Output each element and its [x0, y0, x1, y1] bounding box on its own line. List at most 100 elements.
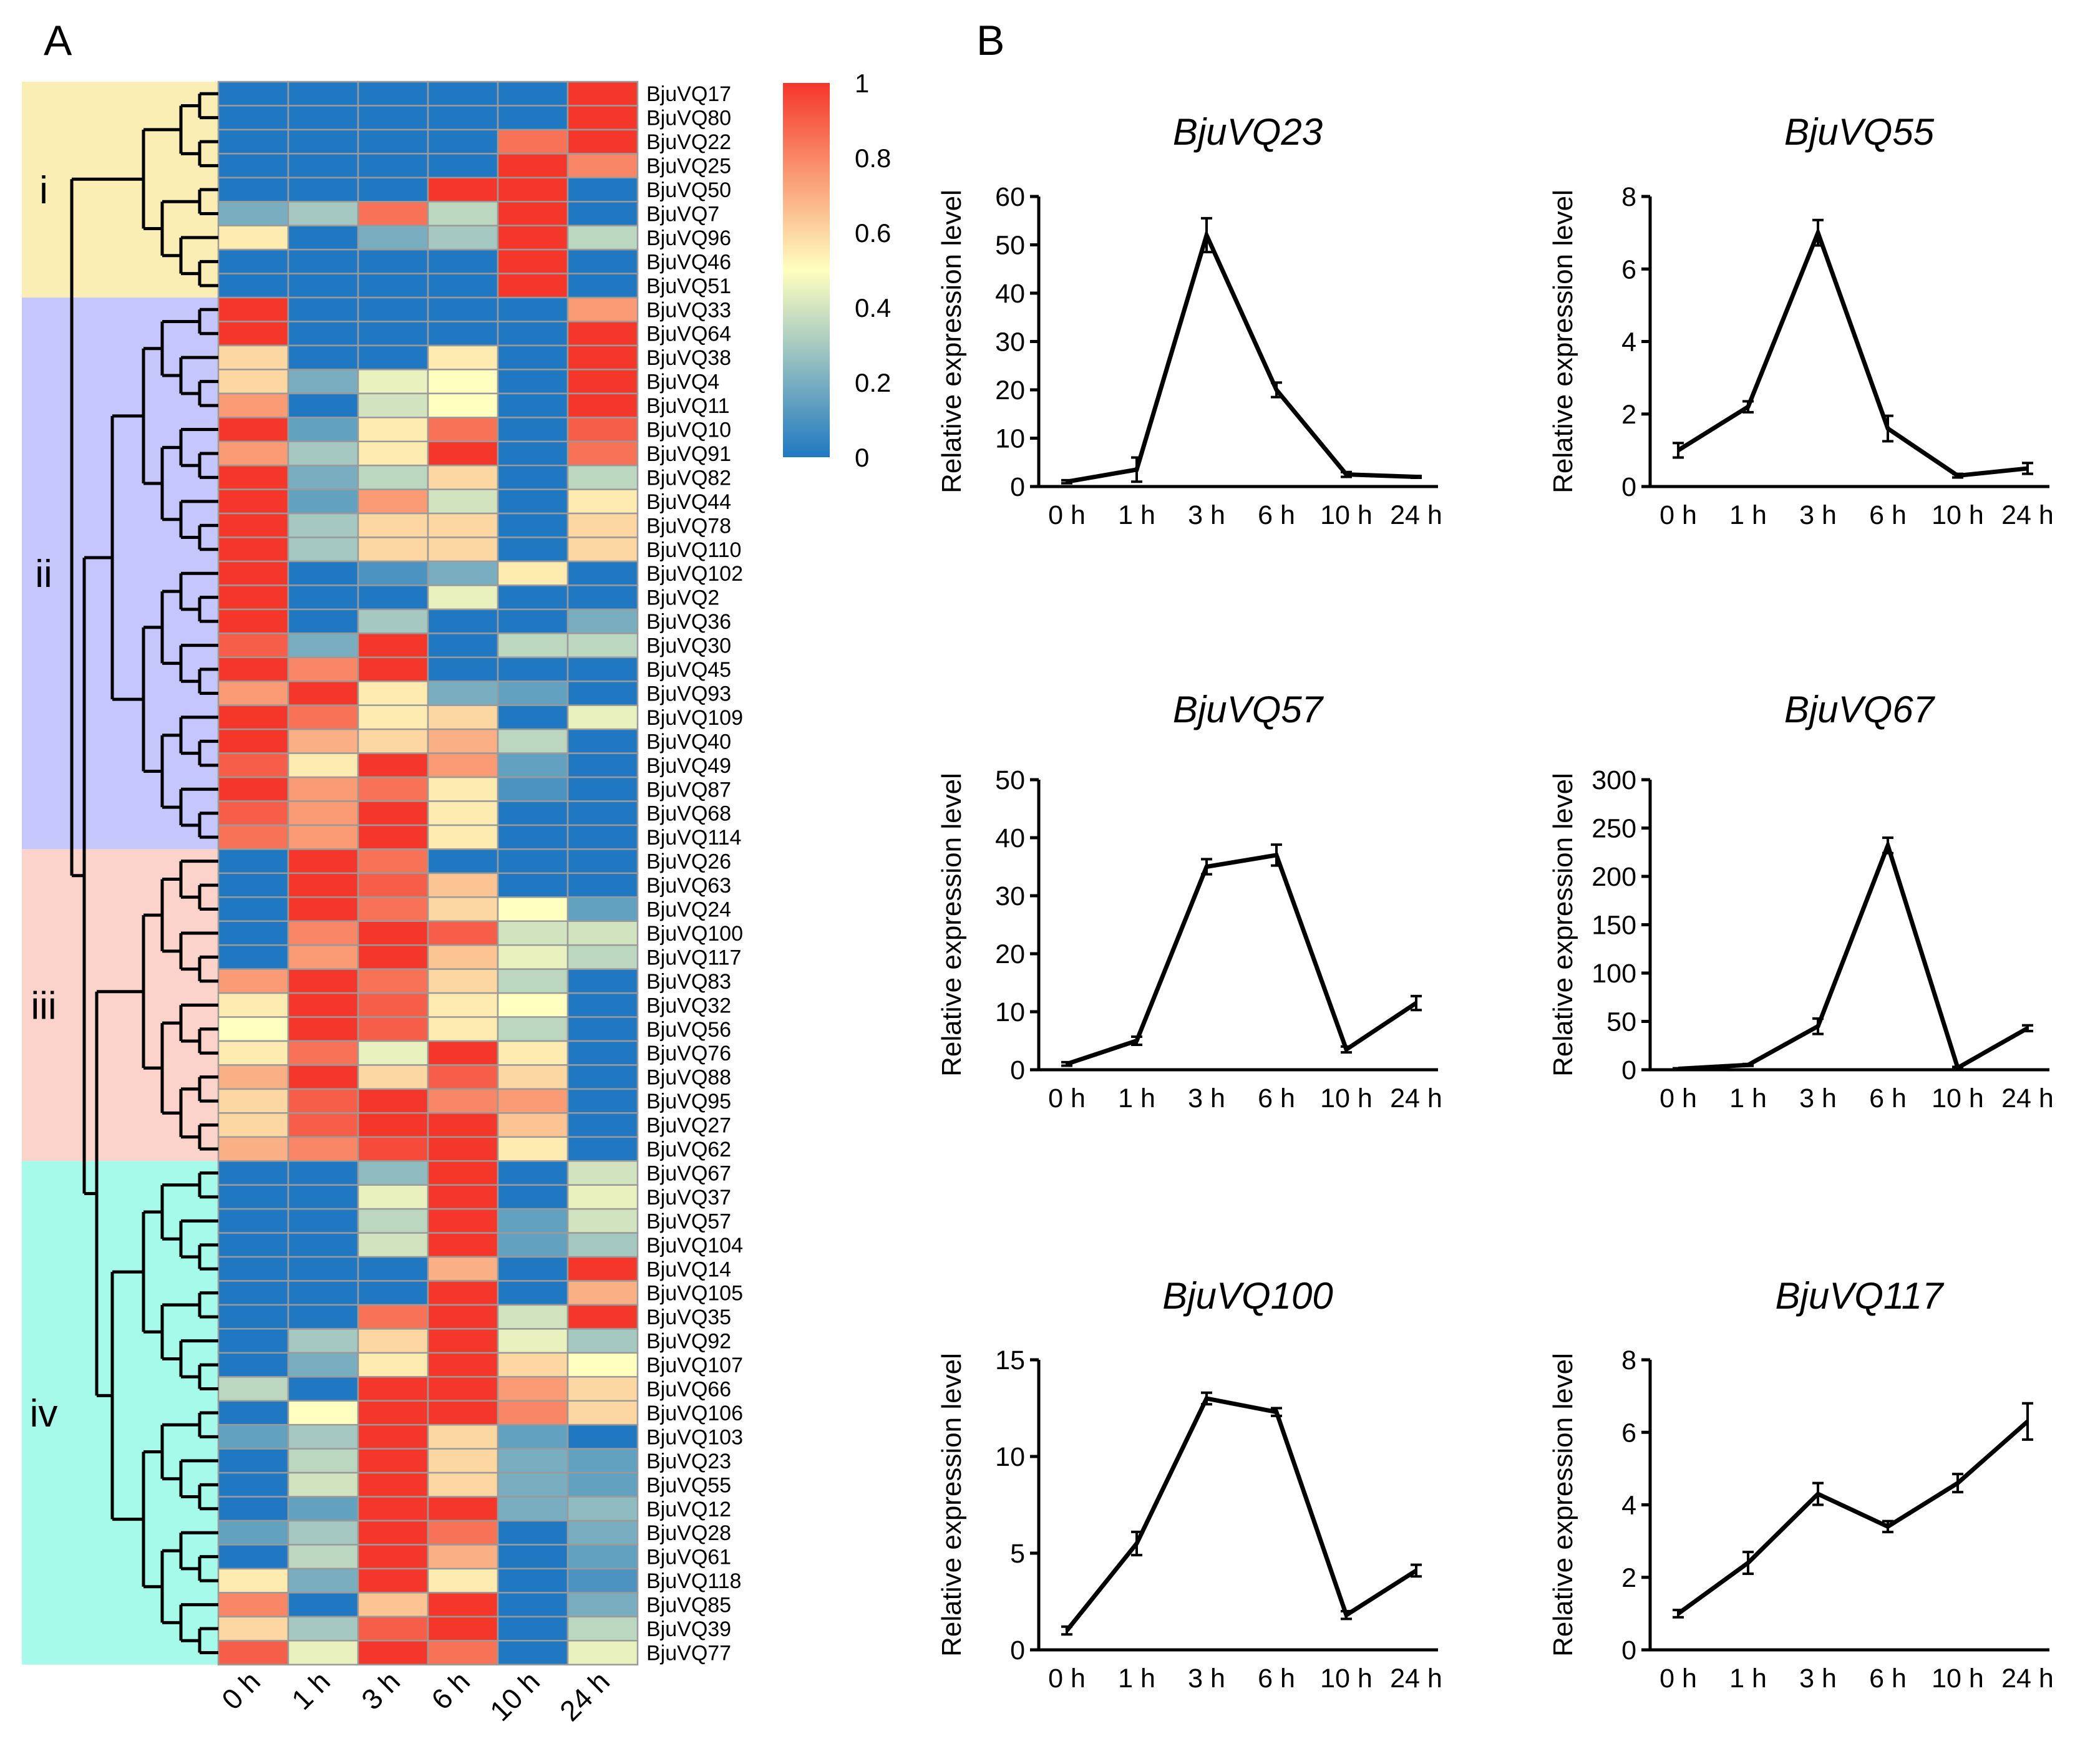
y-tick-label: 30 [995, 881, 1025, 911]
heatmap-cell [566, 968, 639, 994]
heatmap-cell [357, 944, 429, 970]
heatmap-cell [427, 800, 499, 826]
heatmap-row-label: BjuVQ40 [646, 730, 731, 754]
heatmap-cell [566, 1256, 639, 1282]
heatmap-cell [217, 800, 289, 826]
heatmap-cell [357, 1616, 429, 1642]
heatmap-cell [217, 1112, 289, 1138]
heatmap-cell [497, 536, 569, 563]
heatmap-cell [427, 1592, 499, 1618]
x-tick-label: 10 h [1320, 500, 1373, 530]
heatmap-cell [287, 536, 359, 563]
heatmap-cell [427, 1448, 499, 1474]
heatmap-cell [497, 1184, 569, 1210]
x-tick-label: 6 h [1258, 1664, 1295, 1694]
heatmap-row-label: BjuVQ33 [646, 298, 731, 322]
heatmap-row-label: BjuVQ2 [646, 586, 719, 610]
heatmap-cell [287, 1592, 359, 1618]
heatmap-cell [287, 1160, 359, 1186]
heatmap-cell [497, 1160, 569, 1186]
heatmap-cell [566, 392, 639, 419]
y-tick-label: 100 [1591, 959, 1636, 989]
heatmap-cell [357, 872, 429, 898]
heatmap-cell [427, 225, 499, 251]
heatmap-cell [217, 968, 289, 994]
x-tick-label: 24 h [1390, 500, 1442, 530]
heatmap-row-label: BjuVQ100 [646, 922, 743, 946]
heatmap-cell [566, 1112, 639, 1138]
heatmap-cell [497, 80, 569, 107]
y-axis-label: Relative expression level [1548, 773, 1578, 1077]
y-tick-label: 0 [1010, 1636, 1025, 1665]
heatmap-cell [357, 417, 429, 442]
heatmap-row-label: BjuVQ38 [646, 346, 731, 370]
heatmap-cell [497, 344, 569, 371]
heatmap-row-label: BjuVQ64 [646, 322, 731, 346]
heatmap-row-label: BjuVQ105 [646, 1282, 743, 1306]
x-tick-label: 3 h [1799, 1083, 1837, 1113]
heatmap-cell [287, 1328, 359, 1354]
y-tick-label: 20 [995, 939, 1025, 969]
chart-title: BjuVQ57 [1173, 689, 1324, 730]
heatmap-cell [357, 1160, 429, 1186]
x-tick-label: 10 h [1932, 500, 1984, 530]
heatmap-cell [357, 369, 429, 395]
heatmap-cell [287, 584, 359, 611]
y-tick-label: 10 [995, 424, 1025, 454]
heatmap-cell [497, 872, 569, 898]
heatmap-cell [427, 1544, 499, 1570]
heatmap-cell [217, 608, 289, 634]
heatmap-cell [427, 776, 499, 802]
heatmap-cell [566, 608, 639, 634]
y-tick-label: 40 [995, 823, 1025, 853]
heatmap-row-label: BjuVQ114 [646, 826, 741, 850]
heatmap-column-label: 1 h [285, 1665, 336, 1716]
heatmap-row-label: BjuVQ78 [646, 514, 731, 538]
heatmap-cell [217, 153, 289, 179]
heatmap-cell [357, 344, 429, 371]
heatmap-cell [357, 584, 429, 611]
heatmap-cell [427, 1376, 499, 1402]
heatmap-cell [566, 1088, 639, 1114]
heatmap-cell [217, 1208, 289, 1234]
heatmap-cell [287, 105, 359, 131]
heatmap-cell [217, 681, 289, 706]
heatmap-cell [497, 273, 569, 299]
heatmap-cell [566, 872, 639, 898]
y-tick-label: 200 [1591, 862, 1636, 892]
heatmap-row-label: BjuVQ102 [646, 562, 743, 586]
heatmap-cell [357, 1088, 429, 1114]
heatmap-cell [566, 296, 639, 322]
heatmap-cell [497, 1592, 569, 1618]
heatmap-cell [217, 1448, 289, 1474]
heatmap-cell [566, 1640, 639, 1665]
y-tick-label: 5 [1010, 1539, 1025, 1569]
heatmap-cell [566, 177, 639, 203]
heatmap-cell [217, 1064, 289, 1090]
heatmap-cell [566, 225, 639, 251]
heatmap-cell [497, 584, 569, 611]
heatmap-cell [566, 536, 639, 563]
data-series-line [1065, 1396, 1417, 1632]
heatmap-cell [427, 153, 499, 179]
heatmap-cell [566, 1040, 639, 1066]
heatmap-cell [427, 584, 499, 611]
heatmap-cell [427, 417, 499, 442]
heatmap-cell [217, 392, 289, 419]
heatmap-cell [497, 512, 569, 538]
heatmap-cell [566, 1016, 639, 1042]
data-series-line [1677, 226, 2028, 478]
heatmap-cell [217, 1352, 289, 1378]
heatmap-cell [287, 1064, 359, 1090]
heatmap-cell [357, 80, 429, 107]
heatmap-cell [287, 369, 359, 395]
heatmap-cell [287, 632, 359, 659]
heatmap-cell [357, 1256, 429, 1282]
heatmap-cell [217, 1088, 289, 1114]
heatmap-cell [217, 464, 289, 490]
heatmap-cell [287, 776, 359, 802]
heatmap-cell [287, 656, 359, 682]
heatmap-cell [357, 1496, 429, 1522]
x-tick-label: 24 h [2001, 1083, 2054, 1113]
